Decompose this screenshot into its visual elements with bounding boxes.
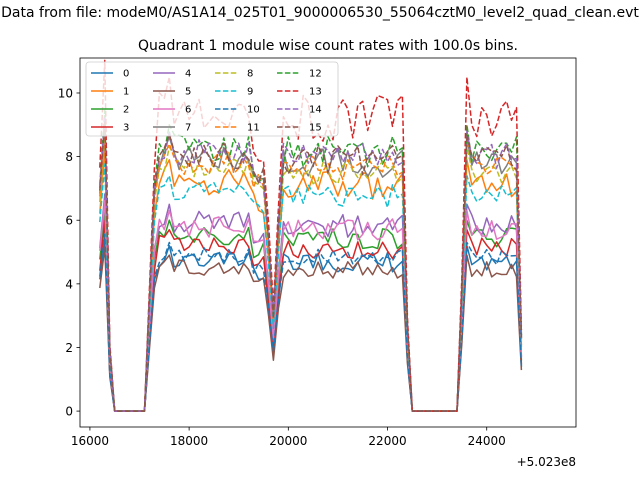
legend-label-7: 7 [185, 123, 191, 134]
legend-label-8: 8 [247, 69, 253, 80]
plot-frame [79, 57, 577, 428]
legend-label-6: 6 [185, 105, 191, 116]
legend-label-5: 5 [185, 87, 191, 98]
y-tick-label: 8 [65, 150, 73, 164]
y-tick-label: 4 [65, 277, 73, 291]
legend-label-10: 10 [247, 105, 260, 116]
y-tick-label: 10 [58, 86, 73, 100]
y-tick-label: 0 [65, 405, 73, 419]
series-line-15 [99, 119, 523, 412]
legend-label-3: 3 [123, 123, 129, 134]
y-tick-label: 6 [65, 214, 73, 228]
legend-label-13: 13 [309, 87, 322, 98]
legend-label-2: 2 [123, 105, 129, 116]
x-axis-offset-label: +5.023e8 [517, 455, 576, 469]
legend-label-9: 9 [247, 87, 253, 98]
legend-label-4: 4 [185, 69, 191, 80]
legend-box [85, 61, 339, 137]
x-tick-label: 18000 [170, 434, 208, 448]
x-tick-label: 20000 [269, 434, 307, 448]
y-tick-label: 2 [65, 341, 73, 355]
legend-label-14: 14 [309, 105, 322, 116]
figure-suptitle: Data from file: modeM0/AS1A14_025T01_900… [1, 5, 639, 21]
x-tick-label: 24000 [468, 434, 506, 448]
x-tick-label: 22000 [368, 434, 406, 448]
legend-label-11: 11 [247, 123, 260, 134]
chart-title: Quadrant 1 module wise count rates with … [138, 38, 518, 54]
x-axis: 16000 18000 20000 22000 24000 [71, 427, 506, 448]
legend-label-0: 0 [123, 69, 129, 80]
x-tick-label: 16000 [71, 434, 109, 448]
legend-label-15: 15 [309, 123, 322, 134]
y-axis: 0 2 4 6 8 10 [58, 86, 80, 419]
series-lines-group [99, 59, 523, 412]
legend-label-12: 12 [309, 69, 322, 80]
legend-label-1: 1 [123, 87, 129, 98]
